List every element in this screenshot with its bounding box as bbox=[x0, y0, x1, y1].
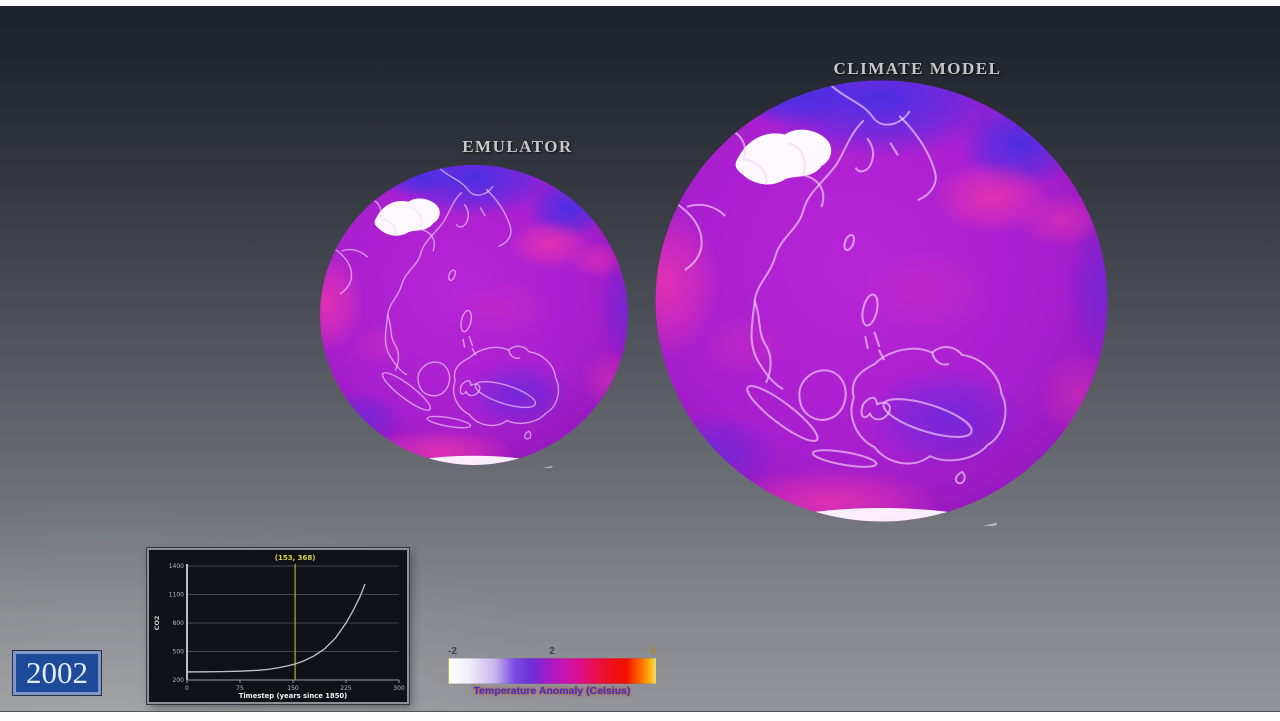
svg-text:1100: 1100 bbox=[169, 592, 184, 599]
climate-model-label: CLIMATE MODEL bbox=[833, 59, 1002, 78]
svg-text:225: 225 bbox=[340, 685, 352, 692]
co2-chart: 200 500 800 1100 1400 0 75 150 225 300 (153, 368) C… bbox=[153, 554, 405, 700]
svg-text:150: 150 bbox=[287, 685, 299, 692]
emulator-globe bbox=[317, 162, 631, 468]
svg-text:CO2: CO2 bbox=[153, 616, 161, 631]
colorbar-tick: 2 bbox=[549, 646, 555, 657]
visualization-stage: EMULATOR CLIMATE MODEL 200 500 800 1100 1400… bbox=[0, 6, 1280, 711]
year-text: 2002 bbox=[26, 655, 88, 690]
svg-text:800: 800 bbox=[173, 620, 185, 627]
svg-text:75: 75 bbox=[236, 685, 244, 692]
svg-text:200: 200 bbox=[173, 677, 185, 684]
emulator-label: EMULATOR bbox=[462, 137, 573, 156]
colorbar-tick: -2 bbox=[448, 646, 457, 657]
colorbar-gradient bbox=[448, 658, 656, 684]
colorbar-label: Temperature Anomaly (Celsius) bbox=[473, 685, 631, 697]
colorbar-ticks: -2 2 6 bbox=[448, 646, 656, 658]
year-badge: 2002 bbox=[13, 651, 101, 695]
svg-text:(153, 368): (153, 368) bbox=[275, 554, 316, 562]
colorbar-tick: 6 bbox=[650, 646, 656, 657]
colorbar-legend: -2 2 6 Temperature Anomaly (Celsius) bbox=[448, 646, 656, 697]
svg-text:Timestep (years since 1850): Timestep (years since 1850) bbox=[239, 692, 348, 700]
bottom-letterbox bbox=[0, 711, 1280, 721]
svg-text:0: 0 bbox=[185, 685, 189, 692]
co2-chart-panel: 200 500 800 1100 1400 0 75 150 225 300 (153, 368) C… bbox=[147, 548, 409, 704]
svg-text:300: 300 bbox=[393, 685, 405, 692]
climate-model-globe bbox=[651, 76, 1112, 526]
svg-text:500: 500 bbox=[173, 649, 185, 656]
svg-text:1400: 1400 bbox=[169, 563, 184, 570]
